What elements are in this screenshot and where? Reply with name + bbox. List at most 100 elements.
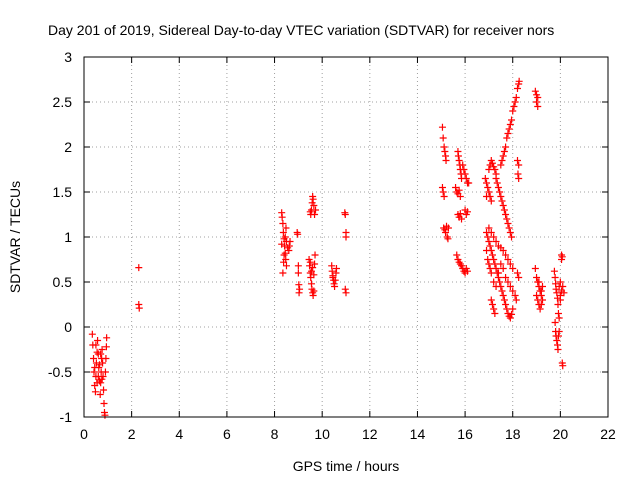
data-point bbox=[490, 256, 498, 263]
data-point bbox=[282, 262, 290, 270]
data-point bbox=[88, 330, 96, 338]
data-point bbox=[509, 305, 517, 313]
data-point bbox=[498, 157, 506, 164]
data-point bbox=[438, 123, 446, 131]
data-point bbox=[534, 296, 542, 304]
data-point bbox=[95, 361, 103, 369]
data-point bbox=[512, 94, 520, 101]
data-point bbox=[487, 197, 495, 205]
data-point bbox=[90, 355, 98, 362]
data-point bbox=[485, 260, 493, 268]
y-tick-label: 2.5 bbox=[53, 94, 73, 110]
data-point bbox=[504, 256, 512, 263]
x-axis-label: GPS time / hours bbox=[293, 458, 400, 474]
data-point bbox=[439, 188, 447, 196]
data-points bbox=[88, 77, 568, 419]
data-point bbox=[496, 188, 504, 196]
data-point bbox=[456, 193, 464, 200]
data-point bbox=[485, 224, 493, 232]
data-point bbox=[309, 292, 317, 299]
data-point bbox=[487, 229, 495, 236]
data-point bbox=[99, 359, 107, 367]
data-point bbox=[91, 364, 99, 371]
data-point bbox=[553, 337, 561, 344]
data-point bbox=[341, 211, 349, 218]
data-point bbox=[497, 193, 505, 200]
data-point bbox=[310, 287, 318, 295]
data-point bbox=[285, 242, 293, 250]
y-tick-label: 1 bbox=[64, 229, 72, 245]
data-point bbox=[560, 289, 568, 297]
data-point bbox=[440, 193, 448, 200]
data-point bbox=[499, 265, 507, 272]
data-point bbox=[515, 161, 523, 169]
data-point bbox=[499, 292, 507, 299]
data-point bbox=[502, 274, 510, 281]
data-point bbox=[502, 251, 510, 259]
data-point bbox=[459, 161, 467, 169]
data-point bbox=[513, 157, 521, 164]
data-point bbox=[506, 314, 514, 322]
data-point bbox=[505, 224, 513, 232]
data-point bbox=[513, 85, 521, 92]
data-point bbox=[279, 229, 287, 236]
data-point bbox=[90, 368, 98, 376]
data-point bbox=[492, 283, 500, 290]
data-point bbox=[280, 251, 288, 259]
data-point bbox=[555, 328, 563, 335]
data-point bbox=[551, 274, 559, 281]
data-point bbox=[531, 87, 539, 95]
x-tick-label: 8 bbox=[271, 426, 279, 442]
x-tick-label: 20 bbox=[553, 426, 569, 442]
data-point bbox=[454, 152, 462, 160]
data-point bbox=[456, 210, 464, 218]
data-point bbox=[559, 362, 567, 370]
y-tick-label: -0.5 bbox=[48, 364, 72, 380]
data-point bbox=[504, 278, 512, 286]
data-point bbox=[554, 310, 562, 317]
data-point bbox=[491, 310, 499, 317]
data-point bbox=[103, 334, 111, 342]
data-point bbox=[491, 166, 499, 173]
data-point bbox=[555, 314, 563, 322]
data-point bbox=[510, 103, 518, 110]
data-point bbox=[310, 202, 318, 209]
data-point bbox=[438, 184, 446, 191]
data-point bbox=[556, 296, 564, 304]
data-point bbox=[554, 332, 562, 340]
data-point bbox=[494, 269, 502, 277]
data-point bbox=[497, 260, 505, 268]
data-point bbox=[102, 343, 110, 351]
data-point bbox=[455, 186, 463, 194]
data-point bbox=[484, 256, 492, 263]
data-point bbox=[498, 197, 506, 205]
data-point bbox=[98, 346, 106, 353]
data-point bbox=[500, 148, 508, 155]
data-point bbox=[531, 265, 539, 272]
data-point bbox=[558, 256, 566, 263]
data-point bbox=[341, 285, 349, 293]
data-point bbox=[506, 283, 514, 290]
x-tick-label: 0 bbox=[80, 426, 88, 442]
data-point bbox=[294, 269, 302, 277]
data-point bbox=[496, 278, 504, 286]
data-point bbox=[279, 269, 287, 277]
data-point bbox=[286, 238, 294, 245]
data-point bbox=[500, 206, 508, 214]
data-point bbox=[101, 411, 109, 419]
data-point bbox=[278, 213, 286, 221]
data-point bbox=[452, 184, 460, 191]
data-point bbox=[500, 296, 508, 304]
data-point bbox=[462, 175, 470, 182]
data-point bbox=[331, 283, 339, 290]
data-point bbox=[506, 229, 514, 236]
data-point bbox=[294, 230, 302, 238]
data-point bbox=[487, 269, 495, 277]
data-point bbox=[511, 292, 519, 299]
data-point bbox=[509, 287, 517, 295]
y-tick-label: 0.5 bbox=[53, 274, 73, 290]
data-point bbox=[515, 175, 523, 182]
data-point bbox=[444, 224, 452, 232]
data-point bbox=[508, 310, 516, 318]
